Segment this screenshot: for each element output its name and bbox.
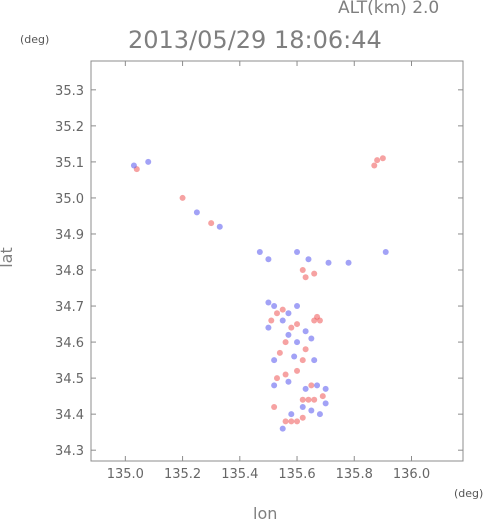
y-axis-ticks: 34.3 34.4 34.5 34.6 34.7 34.8 34.9 35.0 35.1 35.2… [55,84,463,459]
data-point [374,157,381,164]
data-point [274,310,280,317]
data-point [285,331,292,338]
x-tick-label: 135.4 [221,467,258,482]
data-point [282,371,289,378]
data-point [379,155,386,162]
data-point [294,303,301,310]
data-point [279,317,286,324]
data-point [193,209,200,216]
data-point [316,411,323,418]
x-axis-ticks: 135.0 135.2 135.4 135.6 135.8 136.0 [107,61,430,482]
data-point [299,414,306,421]
lat-unit-label: (deg) [20,33,50,46]
data-point [311,270,318,277]
data-point [294,367,301,374]
data-point [288,411,295,418]
data-point [265,324,272,331]
data-point [274,375,280,382]
x-axis-title: lon [253,504,278,523]
data-point [256,248,263,255]
data-point [302,328,309,335]
data-point [299,396,306,403]
data-point [382,248,389,255]
data-point [271,403,278,410]
data-point [311,396,318,403]
data-point [325,259,332,266]
data-point [130,162,137,169]
y-tick-label: 34.8 [55,264,84,279]
data-point [282,339,289,346]
data-point [271,357,278,364]
data-point [294,418,301,425]
data-point [288,418,295,425]
data-point [299,403,306,410]
altitude-label: ALT(km) 2.0 [338,0,440,18]
data-point [265,299,272,306]
data-points [130,155,389,432]
data-point [322,400,329,407]
data-point [271,303,278,310]
y-tick-label: 35.3 [55,84,84,99]
data-point [294,339,301,346]
y-tick-label: 34.4 [55,408,84,423]
data-point [311,317,318,324]
chart-timestamp: 2013/05/29 18:06:44 [128,26,382,54]
data-point [145,158,152,165]
y-tick-label: 35.0 [55,192,84,207]
data-point [302,274,309,281]
data-point [279,425,286,432]
data-point [302,385,309,392]
data-point [299,357,306,364]
data-point [302,346,309,353]
data-point [345,259,352,266]
data-point [288,324,295,331]
data-point [308,382,315,389]
data-point [319,393,326,400]
data-point [294,321,301,328]
y-tick-label: 34.9 [55,228,84,243]
y-tick-label: 34.3 [55,444,84,459]
y-tick-label: 34.7 [55,300,84,315]
x-tick-label: 135.8 [336,467,373,482]
x-tick-label: 135.6 [278,467,315,482]
plot-frame [90,60,464,462]
data-point [208,220,215,227]
data-point [291,353,298,360]
data-point [308,407,315,414]
x-tick-label: 135.0 [107,467,144,482]
lon-unit-label: (deg) [454,487,484,500]
y-tick-label: 34.5 [55,372,84,387]
x-tick-label: 135.2 [164,467,201,482]
data-point [285,378,292,385]
data-point [282,418,289,425]
data-point [311,357,318,364]
data-point [305,256,312,263]
data-point [279,306,286,313]
data-point [294,248,301,255]
y-tick-label: 35.2 [55,120,84,135]
data-point [276,349,283,356]
data-point [265,256,272,263]
data-point [322,385,329,392]
y-tick-label: 34.6 [55,336,84,351]
data-point [371,162,378,169]
data-point [268,317,275,324]
x-tick-label: 136.0 [393,467,430,482]
data-point [285,310,292,317]
data-point [316,317,323,324]
data-point [271,382,278,389]
data-point [299,267,306,274]
data-point [314,382,321,389]
data-point [216,223,223,230]
data-point [305,396,312,403]
y-tick-label: 35.1 [55,156,84,171]
data-point [179,194,186,201]
y-axis-title: lat [0,247,16,268]
data-point [308,335,315,342]
